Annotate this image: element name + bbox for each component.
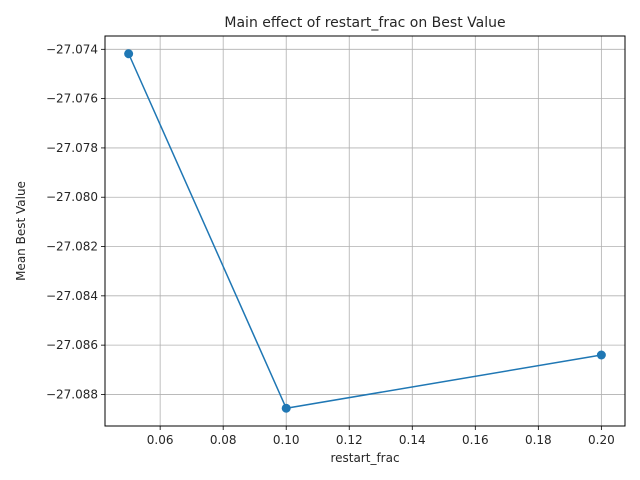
- x-axis-ticks: 0.06 0.08 0.10 0.12 0.14 0.16 0.18 0.20: [147, 426, 615, 447]
- data-point: [596, 350, 606, 360]
- y-tick-label: −27.076: [46, 92, 98, 106]
- y-tick-label: −27.074: [46, 42, 98, 56]
- y-axis-ticks: −27.074 −27.076 −27.078 −27.080 −27.082 −27.0…: [46, 42, 105, 401]
- data-point: [124, 49, 134, 59]
- x-axis-label: restart_frac: [330, 451, 399, 465]
- x-tick-label: 0.20: [588, 433, 615, 447]
- grid: [105, 36, 625, 426]
- y-axis-label: Mean Best Value: [14, 181, 28, 281]
- x-tick-label: 0.16: [462, 433, 489, 447]
- x-tick-label: 0.06: [147, 433, 174, 447]
- y-tick-label: −27.082: [46, 240, 98, 254]
- x-tick-label: 0.12: [336, 433, 363, 447]
- x-tick-label: 0.08: [210, 433, 237, 447]
- chart-title: Main effect of restart_frac on Best Valu…: [224, 15, 505, 31]
- series-layer: [124, 49, 606, 413]
- data-point: [281, 403, 291, 413]
- y-tick-label: −27.086: [46, 338, 98, 352]
- y-tick-label: −27.088: [46, 387, 98, 401]
- y-tick-label: −27.078: [46, 141, 98, 155]
- y-tick-label: −27.080: [46, 190, 98, 204]
- plot-frame: [104, 35, 626, 427]
- x-tick-label: 0.14: [399, 433, 426, 447]
- x-tick-label: 0.18: [525, 433, 552, 447]
- x-tick-label: 0.10: [273, 433, 300, 447]
- y-tick-label: −27.084: [46, 289, 98, 303]
